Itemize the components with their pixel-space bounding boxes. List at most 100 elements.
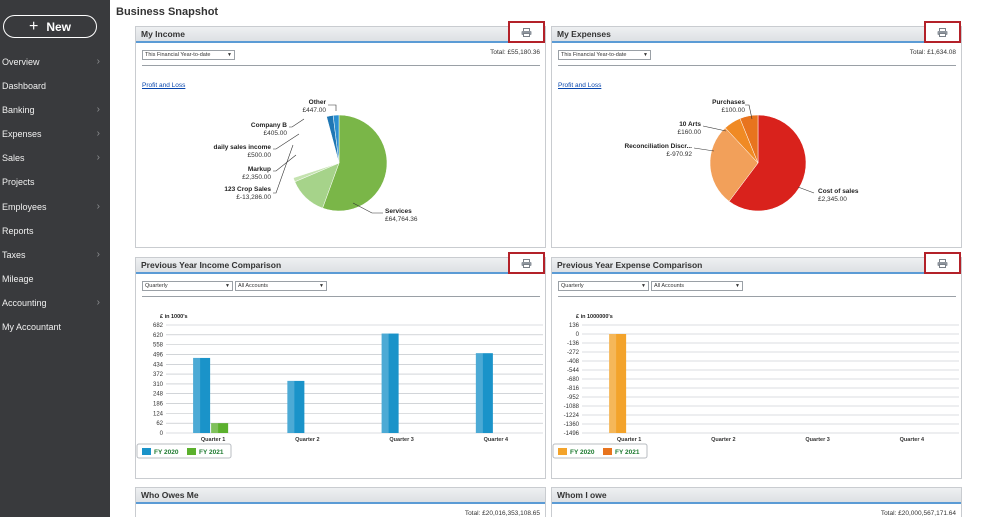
pie-slice [739,114,759,164]
plus-icon: + [28,17,39,35]
y-tick-label: 620 [153,333,164,339]
sidebar-item-dashboard[interactable]: Dashboard [0,74,110,98]
y-tick-label: -952 [567,395,580,401]
print-button[interactable] [508,21,545,43]
new-button[interactable]: + New [3,15,97,38]
profit-and-loss-link[interactable]: Profit and Loss [558,82,602,89]
bar [381,333,399,433]
sidebar-item-my-accountant[interactable]: My Accountant [0,315,110,339]
pie-leader-line [273,133,300,150]
period-select[interactable]: This Financial Year-to-date ▼ [558,50,651,60]
legend-box [136,443,232,459]
printer-icon [521,27,532,37]
print-button[interactable] [508,252,545,274]
x-tick-label: Quarter 4 [484,437,509,443]
y-tick-label: -1496 [564,431,580,437]
divider [558,296,956,297]
chevron-down-icon: ▼ [643,52,648,58]
chevron-down-icon: ▼ [641,283,646,289]
period-select[interactable]: Quarterly ▼ [142,281,233,291]
bar-highlight [475,353,483,433]
sidebar-item-label: My Accountant [2,322,62,333]
accounts-select[interactable]: All Accounts ▼ [651,281,743,291]
pie-slice-value: £2,345.00 [818,196,847,203]
my-income-panel: My Income This Financial Year-to-date ▼ T… [135,21,546,248]
sidebar-item-projects[interactable]: Projects [0,170,110,194]
x-tick-label: Quarter 2 [711,437,735,443]
y-tick-label: 682 [153,323,164,329]
expense-comparison-chart: £ in 1000000's 136 0 -136 -272 -408 -544 -680 -8… [552,314,959,459]
income-total: Total: £55,180.36 [490,49,540,56]
chevron-right-icon: › [96,248,100,260]
pie-slice-value: £447.00 [303,107,327,114]
sidebar-item-overview[interactable]: Overview › [0,50,110,74]
bar-highlight [609,334,617,433]
y-tick-label: -816 [567,386,580,392]
sidebar-item-label: Expenses [2,129,42,140]
y-tick-label: -1088 [564,404,580,410]
chevron-down-icon: ▼ [735,283,740,289]
pie-leader-line [273,154,297,172]
y-tick-label: 496 [153,352,164,358]
y-tick-label: 310 [153,382,164,388]
sidebar-item-reports[interactable]: Reports [0,219,110,243]
legend-swatch [142,448,151,455]
sidebar-item-expenses[interactable]: Expenses › [0,122,110,146]
panel-title: My Income [141,29,185,39]
sidebar-item-label: Accounting [2,297,47,308]
legend-label: FY 2020 [154,449,179,456]
y-tick-label: -272 [567,350,580,356]
divider [142,296,540,297]
legend-label: FY 2021 [199,449,224,456]
sidebar-item-banking[interactable]: Banking › [0,98,110,122]
accounts-select[interactable]: All Accounts ▼ [235,281,327,291]
period-select[interactable]: This Financial Year-to-date ▼ [142,50,235,60]
panel-title: Previous Year Income Comparison [141,260,282,270]
whom-i-owe-panel: Whom I owe Total: £20,000,567,171.64 [551,487,962,517]
chevron-down-icon: ▼ [227,52,232,58]
x-tick-label: Quarter 3 [389,437,413,443]
chevron-right-icon: › [96,56,100,67]
legend-swatch [603,448,612,455]
left-nav-sidebar: + New Overview › Dashboard Banking › Expenses… [0,0,110,517]
nav-menu: Overview › Dashboard Banking › Expenses › Sales… [0,50,110,339]
y-tick-label: -1224 [564,413,580,419]
sidebar-item-label: Mileage [2,273,34,284]
profit-and-loss-link[interactable]: Profit and Loss [142,82,186,89]
panel-header: Previous Year Expense Comparison [552,252,961,274]
pie-slice-value: £-13,286.00 [236,194,271,201]
sidebar-item-label: Banking [2,105,35,116]
receivables-total: Total: £20,016,353,108.65 [464,510,540,517]
chevron-right-icon: › [96,128,100,140]
sidebar-item-mileage[interactable]: Mileage [0,267,110,291]
period-select-value: Quarterly [561,283,584,289]
accounts-select-value: All Accounts [654,283,684,289]
chevron-down-icon: ▼ [319,283,324,289]
print-button[interactable] [924,21,961,43]
bar [211,423,229,433]
period-select[interactable]: Quarterly ▼ [558,281,649,291]
sidebar-item-sales[interactable]: Sales › [0,146,110,170]
pie-leader-line [289,118,305,128]
print-button[interactable] [924,252,961,274]
pie-slice-value: £2,350.00 [242,174,271,181]
sidebar-item-label: Reports [2,225,34,236]
y-tick-label: -544 [567,368,580,374]
legend-label: FY 2020 [570,449,595,456]
sidebar-item-taxes[interactable]: Taxes › [0,243,110,267]
new-button-label: New [46,19,72,34]
income-comparison-panel: Previous Year Income Comparison Quarterl… [135,252,546,479]
sidebar-item-label: Sales [2,153,25,164]
bar [287,380,305,433]
panel-title: My Expenses [557,29,611,39]
pie-slice-label: Services [385,208,412,215]
panel-header: My Expenses [552,21,961,43]
chevron-right-icon: › [96,296,100,308]
period-select-value: This Financial Year-to-date [145,52,211,58]
legend-label: FY 2021 [615,449,640,456]
panel-header: Who Owes Me [136,488,545,504]
y-tick-label: 0 [576,332,580,338]
pie-slice-label: Company B [251,122,287,129]
sidebar-item-accounting[interactable]: Accounting › [0,291,110,315]
sidebar-item-employees[interactable]: Employees › [0,195,110,219]
